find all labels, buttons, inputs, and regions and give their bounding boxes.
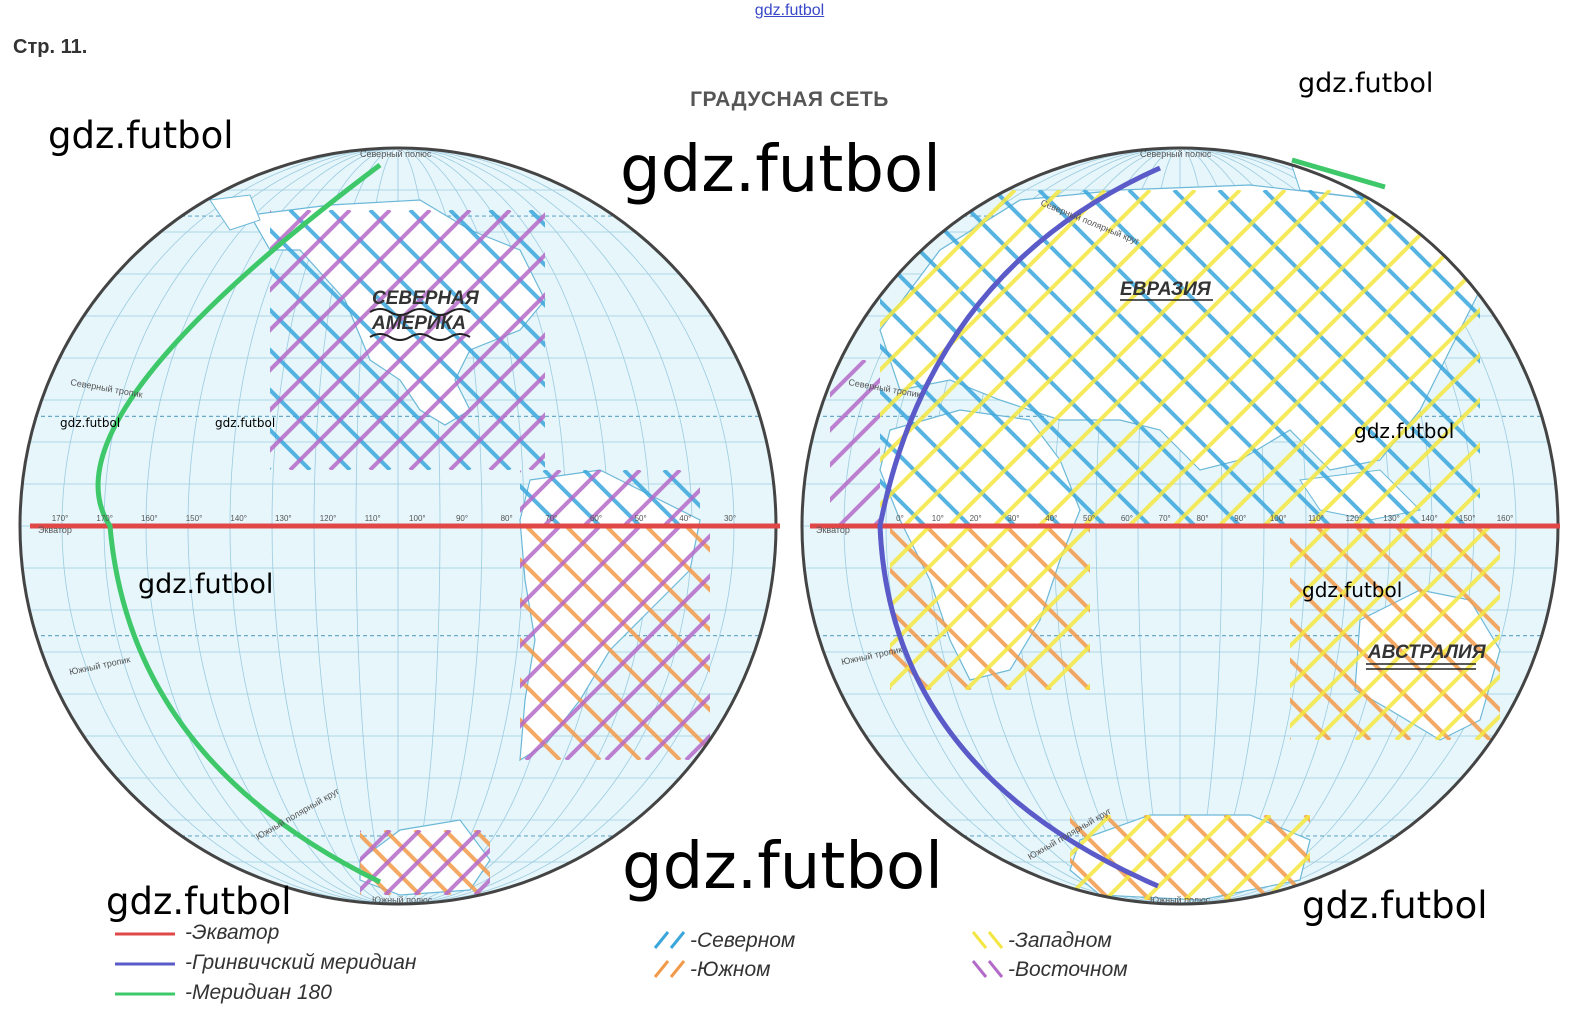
longitude-label: 170° xyxy=(52,514,69,523)
legend-swatch-east xyxy=(971,960,1004,978)
watermark-3: gdz.futbol xyxy=(1298,68,1434,99)
longitude-label: 20° xyxy=(970,514,982,523)
watermark-8: gdz.futbol xyxy=(1302,578,1403,602)
longitude-labels-west: 170° 170° 160° 150° 140° 130° 120° 110° 100° 90° 8… xyxy=(52,514,736,523)
legend-meridian-180: -Меридиан 180 xyxy=(185,981,332,1004)
watermark-10: gdz.futbol xyxy=(106,880,292,923)
longitude-label: 80° xyxy=(501,514,513,523)
north-america-label-line2: АМЕРИКА xyxy=(371,313,466,334)
longitude-label: 50° xyxy=(1083,514,1095,523)
longitude-label: 140° xyxy=(1421,514,1438,523)
longitude-label: 30° xyxy=(1007,514,1019,523)
page-reference: Стр. 11. xyxy=(13,36,88,58)
south-pole-label-east: Южный полюс xyxy=(1150,895,1211,905)
longitude-label: 150° xyxy=(186,514,203,523)
legend-swatch-west xyxy=(971,931,1004,949)
legend-swatches xyxy=(115,931,1004,996)
north-pole-label-east: Северный полюс xyxy=(1140,149,1212,159)
equator-label-east: Экватор xyxy=(816,525,850,535)
longitude-label: 130° xyxy=(1383,514,1400,523)
eurasia-label: ЕВРАЗИЯ xyxy=(1120,279,1212,300)
meridian-180-line xyxy=(95,163,382,885)
longitude-label: 120° xyxy=(320,514,337,523)
longitude-labels-east: 0° 10° 20° 30° 40° 50° 60° 70° 80° 90° 100° 110° 120… xyxy=(896,514,1513,523)
watermark-1: gdz.futbol xyxy=(48,114,234,157)
longitude-label: 110° xyxy=(365,514,381,523)
legend-swatch-south xyxy=(653,960,686,978)
watermark-4: gdz.futbol xyxy=(60,416,121,430)
north-pole-label-west: Северный полюс xyxy=(360,149,432,159)
longitude-label: 60° xyxy=(590,514,602,523)
watermark-2: gdz.futbol xyxy=(620,133,941,207)
watermark-5: gdz.futbol xyxy=(215,416,276,430)
legend-east-hemisphere: -Восточном xyxy=(1008,958,1128,981)
longitude-label: 30° xyxy=(724,514,736,523)
australia-label: АВСТРАЛИЯ xyxy=(1367,642,1487,663)
longitude-label: 40° xyxy=(1045,514,1057,523)
legend-greenwich: -Гринвичский меридиан xyxy=(185,951,417,974)
legend-north-hemisphere: -Северном xyxy=(690,929,796,952)
meridian-180-line-east xyxy=(1291,157,1386,190)
legend-south-hemisphere: -Южном xyxy=(690,958,771,981)
watermark-7: gdz.futbol xyxy=(138,569,274,600)
longitude-label: 140° xyxy=(230,514,247,523)
map-title: ГРАДУСНАЯ СЕТЬ xyxy=(690,88,889,111)
watermark-6: gdz.futbol xyxy=(1354,419,1455,443)
legend-west-hemisphere: -Западном xyxy=(1008,929,1112,952)
north-america-label-line1: СЕВЕРНАЯ xyxy=(372,288,480,309)
longitude-label: 90° xyxy=(1234,514,1246,523)
longitude-label: 70° xyxy=(1159,514,1171,523)
longitude-label: 100° xyxy=(1270,514,1287,523)
longitude-label: 170° xyxy=(96,514,113,523)
legend-swatch-north xyxy=(653,931,686,949)
top-link[interactable]: gdz.futbol xyxy=(754,2,825,19)
watermark-11: gdz.futbol xyxy=(1302,884,1488,927)
hatching-west xyxy=(270,210,710,895)
longitude-label: 90° xyxy=(456,514,468,523)
longitude-label: 150° xyxy=(1459,514,1476,523)
legend-equator: -Экватор xyxy=(185,921,280,944)
longitude-label: 70° xyxy=(545,514,557,523)
greenwich-meridian-line xyxy=(877,165,1162,889)
longitude-label: 80° xyxy=(1196,514,1208,523)
longitude-label: 160° xyxy=(1497,514,1514,523)
watermark-9: gdz.futbol xyxy=(622,830,943,904)
longitude-label: 130° xyxy=(275,514,292,523)
longitude-label: 40° xyxy=(679,514,691,523)
longitude-label: 120° xyxy=(1345,514,1362,523)
longitude-label: 0° xyxy=(896,514,904,523)
south-pole-label-west: Южный полюс xyxy=(372,895,433,905)
longitude-label: 10° xyxy=(932,514,944,523)
longitude-label: 160° xyxy=(141,514,158,523)
longitude-label: 50° xyxy=(635,514,647,523)
longitude-label: 100° xyxy=(409,514,426,523)
longitude-label: 110° xyxy=(1308,514,1324,523)
equator-label-west: Экватор xyxy=(38,525,72,535)
longitude-label: 60° xyxy=(1121,514,1133,523)
